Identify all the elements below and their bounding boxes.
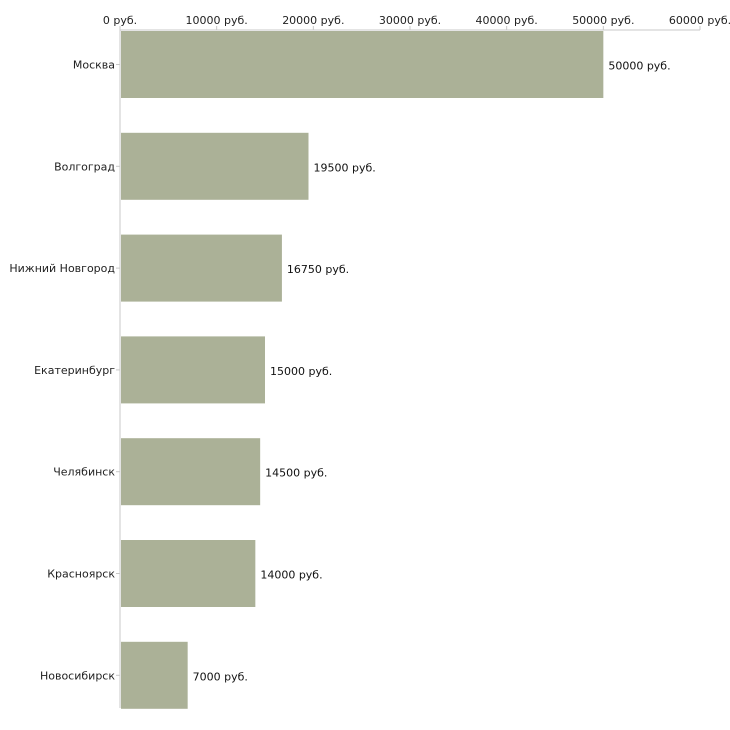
y-axis: Москва Волгоград Нижний Новгород Екатеринбу… bbox=[9, 30, 121, 708]
bar bbox=[121, 438, 261, 506]
bar bbox=[121, 132, 309, 200]
x-tick-label: 20000 руб. bbox=[282, 14, 344, 27]
value-label: 15000 руб. bbox=[270, 365, 332, 378]
x-tick-label: 10000 руб. bbox=[186, 14, 248, 27]
bar bbox=[121, 641, 188, 709]
bar bbox=[121, 234, 282, 302]
value-label: 14000 руб. bbox=[260, 569, 322, 582]
category-label: Челябинск bbox=[53, 466, 115, 479]
category-label: Красноярск bbox=[47, 568, 115, 581]
x-tick-label: 30000 руб. bbox=[379, 14, 441, 27]
category-label: Нижний Новгород bbox=[9, 262, 115, 275]
x-tick-label: 50000 руб. bbox=[572, 14, 634, 27]
bar bbox=[121, 336, 265, 404]
value-label: 19500 руб. bbox=[314, 161, 376, 174]
x-tick-label: 0 руб. bbox=[103, 14, 137, 27]
x-tick-label: 40000 руб. bbox=[476, 14, 538, 27]
value-label: 14500 руб. bbox=[265, 467, 327, 480]
value-label: 16750 руб. bbox=[287, 263, 349, 276]
category-label: Новосибирск bbox=[40, 669, 115, 682]
category-label: Волгоград bbox=[54, 160, 115, 173]
bar bbox=[121, 31, 604, 98]
category-label: Москва bbox=[73, 59, 115, 72]
category-label: Екатеринбург bbox=[34, 364, 115, 377]
bar bbox=[121, 540, 256, 607]
x-axis: 0 руб. 10000 руб. 20000 руб. 30000 руб. 4000… bbox=[103, 14, 730, 31]
value-labels: 50000 руб. 19500 руб. 16750 руб. 15000 руб.… bbox=[193, 60, 671, 684]
value-label: 7000 руб. bbox=[193, 670, 248, 683]
value-label: 50000 руб. bbox=[608, 60, 670, 73]
bars bbox=[121, 31, 604, 709]
x-tick-label: 60000 руб. bbox=[669, 14, 730, 27]
